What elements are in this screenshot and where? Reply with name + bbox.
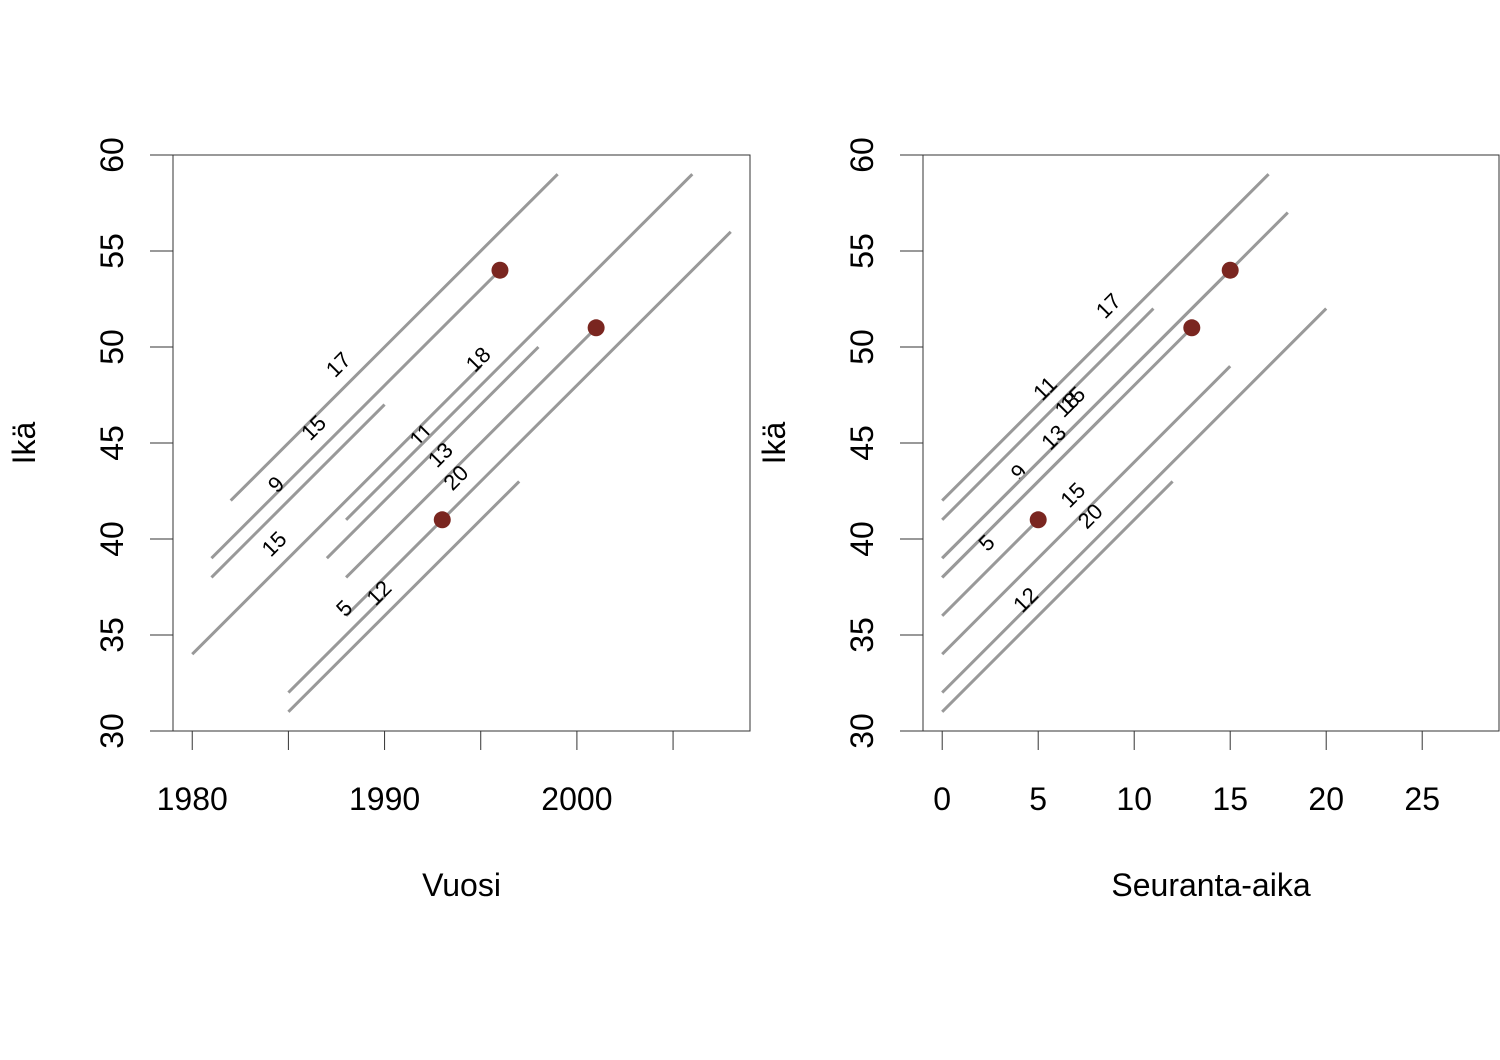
x-tick-label: 15: [1212, 781, 1248, 817]
segment-label: 18: [461, 342, 496, 377]
event-point: [587, 319, 605, 337]
life-line-segment: [941, 307, 1155, 521]
event-point: [1183, 319, 1201, 337]
right-panel-follow-up-time: 0 5 10 15 20 25 30 35 40 45 50 55 60 Seuranta-aika Ikä…: [756, 137, 1500, 903]
segment-label: 12: [361, 575, 396, 610]
left-panel-calendar-time: 1980 1990 200030354045505560VuosiIkä171591…: [6, 137, 751, 903]
life-line-segment: [287, 595, 386, 694]
y-axis-title: Ikä: [756, 421, 792, 464]
y-tick-label: 50: [844, 329, 880, 365]
y-tick-label: 35: [94, 617, 130, 653]
segment-label: 17: [1091, 288, 1126, 323]
y-tick-label: 45: [94, 425, 130, 461]
y-tick-label: 55: [844, 233, 880, 269]
life-line-segment: [941, 518, 1040, 617]
life-line-segment: [941, 365, 1232, 656]
y-tick-label: 30: [844, 713, 880, 749]
event-point: [1029, 511, 1047, 529]
y-tick-label: 50: [94, 329, 130, 365]
life-line-segment: [325, 345, 540, 560]
life-line-segment: [941, 480, 1174, 713]
x-tick-label: 25: [1404, 781, 1440, 817]
y-tick-label: 30: [94, 713, 130, 749]
y-axis-title: Ikä: [6, 421, 42, 464]
x-tick-label: 1990: [349, 781, 420, 817]
segment-label: 15: [296, 410, 331, 445]
plot-frame: [172, 154, 751, 732]
y-tick-label: 45: [844, 425, 880, 461]
segment-label: 13: [1036, 420, 1071, 455]
segment-label: 17: [321, 347, 356, 382]
life-line-segment: [345, 230, 732, 617]
life-line-segment: [941, 326, 1193, 579]
life-line-segment: [191, 365, 482, 656]
y-tick-label: 60: [844, 137, 880, 173]
y-tick-label: 60: [94, 137, 130, 173]
event-point: [433, 511, 451, 529]
life-line-segment: [210, 269, 502, 560]
x-tick-label: 0: [933, 781, 951, 817]
life-line-segment: [229, 173, 559, 502]
x-tick-label: 10: [1116, 781, 1152, 817]
x-axis-title: Seuranta-aika: [1111, 867, 1310, 903]
x-tick-label: 2000: [541, 781, 612, 817]
event-point: [491, 261, 509, 279]
y-tick-label: 40: [94, 521, 130, 557]
life-line-segment: [941, 173, 1270, 502]
segment-label: 12: [1008, 582, 1043, 617]
segment-label: 15: [257, 526, 292, 561]
life-line-segment: [345, 326, 598, 579]
y-tick-label: 55: [94, 233, 130, 269]
x-tick-label: 1980: [157, 781, 228, 817]
y-tick-label: 35: [844, 617, 880, 653]
x-tick-label: 20: [1308, 781, 1344, 817]
y-tick-label: 40: [844, 521, 880, 557]
x-axis-title: Vuosi: [422, 867, 501, 903]
x-tick-label: 5: [1029, 781, 1047, 817]
event-point: [1221, 261, 1239, 279]
life-line-segment: [941, 307, 1328, 694]
life-line-segment: [287, 480, 521, 713]
life-line-segment: [345, 173, 694, 521]
life-line-segment: [210, 403, 386, 579]
